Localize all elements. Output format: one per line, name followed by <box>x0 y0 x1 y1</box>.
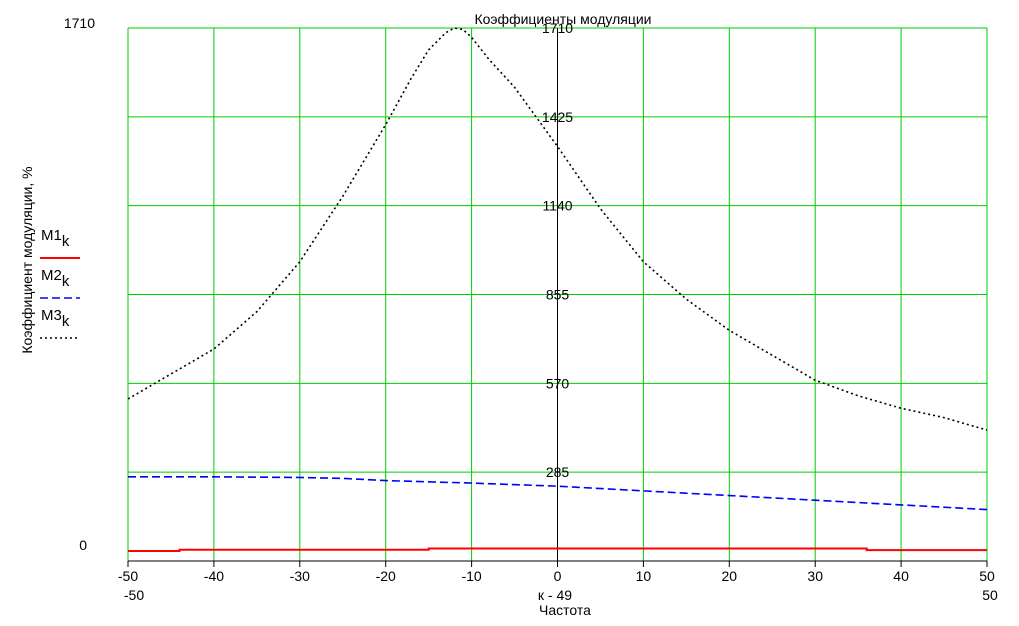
series-line-m2k <box>128 476 988 511</box>
x-tick-label: 0 <box>554 568 562 584</box>
x-tick-label: 30 <box>807 568 823 584</box>
x-axis-label: Частота <box>539 602 591 618</box>
series-lines <box>127 27 988 553</box>
y-axis-label: Коэффициент модуляции, % <box>19 166 35 353</box>
y-left-top-label: 1710 <box>64 15 95 31</box>
tick-labels: -50 -40 -30 -20 -10 0 10 20 30 40 50 285 570 855 1140 1… <box>118 20 995 584</box>
y-tick-label: 1140 <box>542 198 572 214</box>
legend-label: M3k <box>41 307 70 330</box>
chart-title: Коэффициенты модуляции <box>474 11 651 27</box>
x-tick-label: -50 <box>118 568 138 584</box>
x-tick-label: 20 <box>722 568 738 584</box>
legend: M1k M2k M3k <box>40 227 80 339</box>
y-tick-label: 285 <box>546 464 570 480</box>
x-tick-label: -20 <box>376 568 396 584</box>
x-tick-label: -10 <box>461 568 481 584</box>
x-tick-label: -40 <box>204 568 224 584</box>
x-tick-label: 40 <box>893 568 909 584</box>
axes <box>127 28 988 567</box>
x-range-left-label: -50 <box>124 587 144 603</box>
legend-label: M2k <box>41 267 70 290</box>
y-tick-label: 570 <box>546 375 570 391</box>
x-tick-label: 10 <box>636 568 652 584</box>
y-tick-label: 855 <box>546 287 570 303</box>
y-tick-label: 1425 <box>542 109 573 125</box>
series-line-m3k <box>127 27 988 431</box>
x-tick-label: 50 <box>979 568 995 584</box>
x-tick-label: -30 <box>290 568 310 584</box>
legend-label: M1k <box>41 227 70 250</box>
series-line-m1k <box>128 547 987 553</box>
y-left-bottom-label: 0 <box>79 537 87 553</box>
x-axis-label-top: к - 49 <box>538 587 572 603</box>
y-tick-label: 1710 <box>542 20 573 36</box>
x-range-right-label: 50 <box>982 587 998 603</box>
